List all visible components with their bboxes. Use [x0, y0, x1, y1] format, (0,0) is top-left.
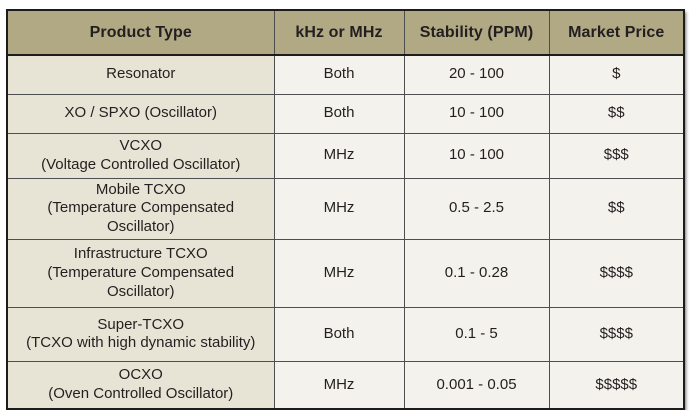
- frequency-band-cell: Both: [273, 93, 405, 134]
- market-price-cell: $$$$: [548, 306, 685, 362]
- stability-ppm-cell: 10 - 100: [403, 93, 550, 134]
- frequency-band-cell: MHz: [273, 360, 405, 410]
- product-comparison-table: Product Type kHz or MHz Stability (PPM) …: [6, 9, 685, 410]
- table-row: Infrastructure TCXO (Temperature Compensa…: [6, 238, 685, 308]
- product-description: (Temperature Compensated Oscillator): [47, 199, 235, 235]
- column-header-market-price: Market Price: [548, 9, 685, 56]
- product-description: (Temperature Compensated Oscillator): [47, 263, 235, 300]
- product-description: (Oven Controlled Oscillator): [48, 385, 234, 402]
- product-type-cell: Super-TCXO (TCXO with high dynamic stabil…: [6, 306, 275, 362]
- table-row: Mobile TCXO (Temperature Compensated Osci…: [6, 177, 685, 240]
- product-type-cell: Infrastructure TCXO (Temperature Compensa…: [6, 238, 275, 308]
- market-price-cell: $$$$$: [548, 360, 685, 410]
- market-price-cell: $$$$: [548, 238, 685, 308]
- product-description: (Voltage Controlled Oscillator): [41, 155, 241, 173]
- product-type-cell: Mobile TCXO (Temperature Compensated Osci…: [6, 177, 275, 240]
- stability-ppm-cell: 10 - 100: [403, 132, 550, 179]
- product-name: XO / SPXO (Oscillator): [64, 104, 218, 122]
- product-type-cell: VCXO (Voltage Controlled Oscillator): [6, 132, 275, 179]
- table-row: Resonator Both 20 - 100 $: [6, 54, 685, 95]
- frequency-band-cell: Both: [273, 306, 405, 362]
- column-header-khz-or-mhz: kHz or MHz: [273, 9, 405, 56]
- product-name: Infrastructure TCXO: [73, 245, 208, 263]
- product-type-cell: OCXO (Oven Controlled Oscillator): [6, 360, 275, 410]
- stability-ppm-cell: 0.5 - 2.5: [403, 177, 550, 240]
- table-row: XO / SPXO (Oscillator) Both 10 - 100 $$: [6, 93, 685, 134]
- table-body: Resonator Both 20 - 100 $ XO / SPXO (Oscilla…: [6, 54, 685, 410]
- table-header: Product Type kHz or MHz Stability (PPM) …: [6, 9, 685, 56]
- table-row: Super-TCXO (TCXO with high dynamic stabil…: [6, 306, 685, 362]
- stability-ppm-cell: 0.1 - 0.28: [403, 238, 550, 308]
- column-header-product-type: Product Type: [6, 9, 275, 56]
- frequency-band-cell: Both: [273, 54, 405, 95]
- oscillator-products-table: Product Type kHz or MHz Stability (PPM) …: [6, 9, 685, 410]
- header-row: Product Type kHz or MHz Stability (PPM) …: [6, 9, 685, 56]
- frequency-band-cell: MHz: [273, 132, 405, 179]
- market-price-cell: $$: [548, 93, 685, 134]
- product-description: (TCXO with high dynamic stability): [26, 334, 256, 352]
- stability-ppm-cell: 0.1 - 5: [403, 306, 550, 362]
- product-type-cell: Resonator: [6, 54, 275, 95]
- product-name: Super-TCXO: [97, 315, 185, 333]
- product-name: Mobile TCXO: [95, 180, 186, 198]
- product-name: OCXO: [118, 366, 163, 384]
- frequency-band-cell: MHz: [273, 177, 405, 240]
- market-price-cell: $: [548, 54, 685, 95]
- market-price-cell: $$: [548, 177, 685, 240]
- table-row: VCXO (Voltage Controlled Oscillator) MHz 10…: [6, 132, 685, 179]
- product-type-cell: XO / SPXO (Oscillator): [6, 93, 275, 134]
- frequency-band-cell: MHz: [273, 238, 405, 308]
- product-name: VCXO: [119, 136, 162, 154]
- table-row: OCXO (Oven Controlled Oscillator) MHz 0.001…: [6, 360, 685, 410]
- stability-ppm-cell: 20 - 100: [403, 54, 550, 95]
- stability-ppm-cell: 0.001 - 0.05: [403, 360, 550, 410]
- market-price-cell: $$$: [548, 132, 685, 179]
- column-header-stability-ppm: Stability (PPM): [403, 9, 550, 56]
- product-name: Resonator: [106, 65, 176, 83]
